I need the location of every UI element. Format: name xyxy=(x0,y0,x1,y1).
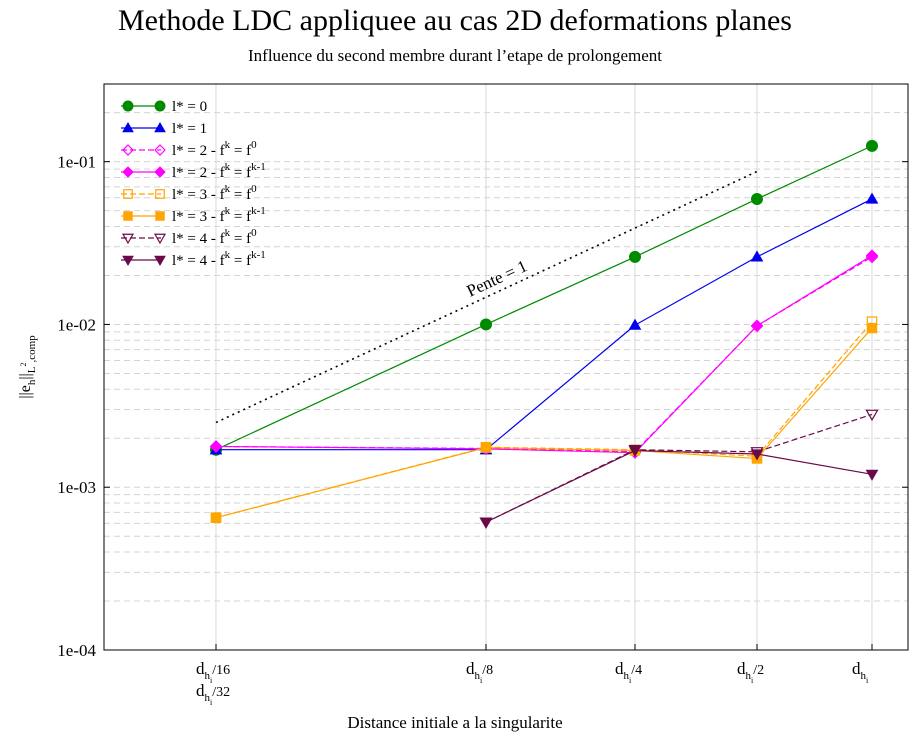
data-point xyxy=(154,100,166,112)
data-point xyxy=(750,250,764,262)
legend-label: l* = 1 xyxy=(172,121,207,137)
data-point xyxy=(122,166,134,178)
data-point xyxy=(751,192,763,205)
data-point xyxy=(123,211,133,221)
data-point xyxy=(121,233,135,245)
legend-entry: l* = 2 - fk = fk-1 xyxy=(121,161,266,181)
data-point xyxy=(155,189,165,199)
data-point xyxy=(865,469,879,481)
legend-entry: l* = 3 - fk = fk-1 xyxy=(121,205,266,225)
legend-entry: l* = 3 - fk = f0 xyxy=(121,183,257,203)
series-line xyxy=(215,327,873,519)
y-tick-label: 1e-04 xyxy=(57,641,96,660)
legend: l* = 0 l* = 1 l* = 2 - fk = f0l* = 2 - fk … xyxy=(121,99,266,269)
x-tick-label: dhi/4 xyxy=(615,659,642,685)
data-point xyxy=(122,100,134,112)
data-point xyxy=(209,440,223,453)
chart-title: Methode LDC appliquee au cas 2D deformat… xyxy=(118,4,792,37)
series-line xyxy=(485,413,873,523)
data-point xyxy=(866,322,878,334)
y-tick-label: 1e-01 xyxy=(57,153,96,172)
data-point xyxy=(155,211,165,221)
data-point xyxy=(865,409,879,422)
data-point xyxy=(629,250,641,263)
data-point xyxy=(154,255,166,267)
data-point xyxy=(153,233,167,245)
data-point xyxy=(122,121,134,133)
legend-label: l* = 4 - fk = fk-1 xyxy=(172,249,266,269)
series-5 xyxy=(210,316,878,523)
y-tick-label: 1e-02 xyxy=(57,315,96,334)
slope-annotation: Pente = 1 xyxy=(464,256,530,300)
legend-entry: l* = 4 - fk = f0 xyxy=(121,227,257,247)
series-line xyxy=(485,449,873,523)
grid xyxy=(104,84,908,651)
data-point xyxy=(479,517,493,529)
series-group xyxy=(209,139,879,529)
data-point xyxy=(628,318,642,330)
x-axis-label: Distance initiale a la singularite xyxy=(347,713,563,732)
legend-label: l* = 4 - fk = f0 xyxy=(172,227,257,247)
y-tick-label: 1e-03 xyxy=(57,478,96,497)
y-axis-label: ||eh||L2,comp xyxy=(17,335,38,399)
data-point xyxy=(123,189,133,199)
series-3 xyxy=(209,250,879,459)
series-1 xyxy=(210,139,878,456)
plot-frame xyxy=(103,83,909,651)
series-line xyxy=(215,256,873,453)
series-line xyxy=(215,145,873,451)
series-line xyxy=(215,255,873,454)
x-tick-label: dhi/8 xyxy=(466,659,493,685)
x-tick-label: dhi/32 xyxy=(196,681,230,707)
legend-label: l* = 3 - fk = f0 xyxy=(172,183,257,203)
legend-label: l* = 0 xyxy=(172,99,207,115)
x-tick-label: dhi/16 xyxy=(196,659,230,685)
data-point xyxy=(154,121,166,133)
data-point xyxy=(122,255,134,267)
series-4 xyxy=(209,249,879,459)
x-tick-label: dhi xyxy=(852,659,869,685)
data-point xyxy=(865,249,879,262)
legend-entry: l* = 1 xyxy=(121,121,207,137)
data-point xyxy=(480,442,492,453)
chart-subtitle: Influence du second membre durant l’etap… xyxy=(248,46,662,65)
legend-label: l* = 3 - fk = fk-1 xyxy=(172,205,266,225)
data-point xyxy=(154,144,166,156)
data-point xyxy=(866,139,878,152)
legend-entry: l* = 2 - fk = f0 xyxy=(121,139,257,159)
series-line xyxy=(215,321,873,519)
data-point xyxy=(750,449,764,461)
data-point xyxy=(122,144,134,156)
series-7 xyxy=(479,409,879,529)
series-8 xyxy=(479,445,879,529)
legend-entry: l* = 0 xyxy=(121,99,207,115)
data-point xyxy=(865,192,879,204)
data-point xyxy=(210,512,222,523)
x-tick-label: dhi/2 xyxy=(737,659,764,685)
legend-label: l* = 2 - fk = fk-1 xyxy=(172,161,266,181)
data-point xyxy=(628,445,642,458)
data-point xyxy=(750,319,764,333)
data-point xyxy=(154,166,166,178)
data-point xyxy=(480,318,492,331)
legend-entry: l* = 4 - fk = fk-1 xyxy=(121,249,266,269)
legend-label: l* = 2 - fk = f0 xyxy=(172,139,257,159)
series-2 xyxy=(209,192,879,455)
series-6 xyxy=(210,322,878,523)
